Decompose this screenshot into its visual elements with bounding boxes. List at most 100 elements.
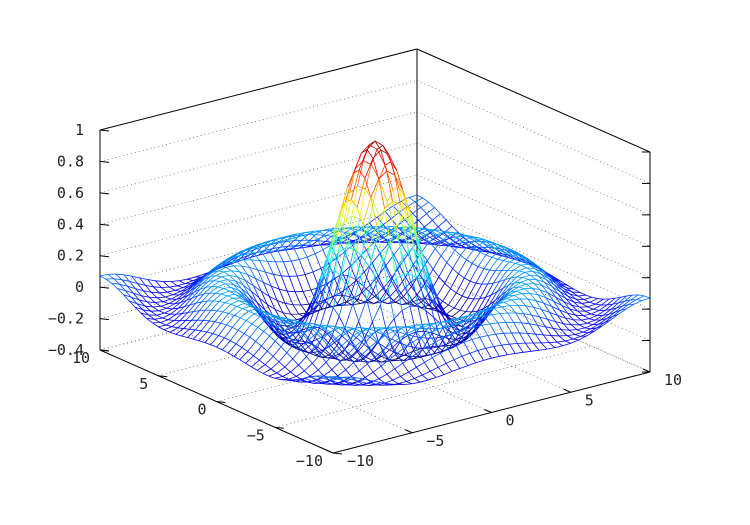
mesh-segment	[308, 242, 316, 254]
mesh-segment	[497, 321, 506, 324]
mesh-segment	[501, 306, 509, 314]
mesh-segment	[466, 259, 473, 264]
mesh-segment	[416, 324, 423, 328]
mesh-segment	[495, 332, 504, 335]
mesh-segment	[512, 281, 521, 289]
mesh-segment	[577, 310, 584, 316]
mesh-segment	[451, 368, 460, 372]
mesh-segment	[237, 276, 246, 281]
mesh-segment	[230, 287, 238, 293]
mesh-segment	[337, 369, 346, 377]
mesh-segment	[193, 301, 202, 312]
mesh-segment	[538, 275, 547, 281]
mesh-segment	[426, 213, 433, 221]
mesh-segment	[380, 230, 389, 235]
mesh-segment	[454, 316, 463, 320]
mesh-segment	[412, 341, 419, 353]
mesh-segment	[285, 331, 292, 334]
mesh-segment	[352, 229, 360, 235]
mesh-segment	[575, 314, 582, 321]
mesh-segment	[224, 327, 233, 339]
mesh-segment	[277, 321, 286, 328]
mesh-segment	[277, 321, 284, 324]
mesh-segment	[193, 288, 201, 293]
mesh-segment	[429, 234, 438, 243]
mesh-segment	[293, 244, 302, 248]
mesh-segment	[151, 291, 158, 299]
mesh-segment	[358, 169, 366, 179]
z-gridline-right	[416, 237, 651, 341]
z-gridline-back	[99, 174, 418, 257]
mesh-segment	[333, 382, 340, 385]
mesh-segment	[166, 324, 173, 328]
mesh-segment	[290, 324, 298, 330]
mesh-segment	[385, 330, 394, 336]
mesh-segment	[139, 299, 148, 303]
mesh-segment	[432, 346, 440, 355]
mesh-segment	[174, 287, 184, 291]
mesh-segment	[262, 244, 271, 248]
mesh-segment	[305, 381, 314, 384]
mesh-segment	[483, 357, 492, 361]
mesh-segment	[360, 276, 367, 300]
mesh-segment	[442, 239, 450, 246]
mesh-segment	[519, 298, 527, 307]
mesh-segment	[331, 378, 338, 382]
mesh-segment	[292, 378, 299, 381]
mesh-segment	[298, 246, 307, 249]
mesh-segment	[277, 248, 286, 251]
mesh-segment	[435, 374, 445, 378]
mesh-segment	[193, 338, 200, 342]
mesh-segment	[365, 327, 374, 330]
mesh-segment	[279, 318, 286, 322]
mesh-segment	[270, 242, 279, 245]
mesh-segment	[475, 359, 484, 364]
mesh-segment	[357, 332, 364, 340]
mesh-segment	[341, 275, 349, 296]
mesh-segment	[388, 230, 395, 235]
mesh-segment	[471, 336, 480, 340]
mesh-segment	[406, 378, 415, 382]
mesh-segment	[539, 289, 549, 294]
mesh-segment	[366, 382, 375, 386]
mesh-segment	[287, 239, 294, 248]
mesh-segment	[567, 295, 575, 303]
mesh-segment	[392, 200, 401, 205]
mesh-segment	[583, 315, 590, 320]
mesh-segment	[481, 269, 491, 285]
mesh-segment	[490, 281, 500, 296]
mesh-segment	[468, 319, 477, 326]
mesh-segment	[405, 238, 415, 250]
mesh-segment	[348, 207, 358, 242]
mesh-segment	[168, 298, 177, 304]
mesh-segment	[242, 308, 249, 312]
mesh-segment	[371, 350, 381, 357]
mesh-segment	[265, 241, 272, 245]
mesh-segment	[503, 255, 512, 261]
mesh-segment	[198, 331, 208, 342]
mesh-segment	[281, 275, 290, 277]
z-tick-label: 0.8	[57, 152, 84, 170]
x-gridline-floor	[337, 288, 571, 393]
mesh-segment	[597, 298, 604, 300]
mesh-segment	[229, 290, 238, 293]
mesh-segment	[300, 322, 310, 331]
mesh-segment	[485, 294, 492, 298]
mesh-segment	[309, 238, 318, 243]
mesh-segment	[309, 376, 318, 381]
mesh-segment	[366, 363, 374, 373]
y-tick-label: 10	[72, 349, 90, 367]
mesh-segment	[183, 297, 193, 308]
mesh-segment	[321, 263, 331, 280]
mesh-segment	[273, 326, 281, 331]
mesh-segment	[489, 322, 498, 325]
mesh-segment	[241, 347, 248, 352]
mesh-segment	[416, 362, 425, 368]
mesh-segment	[277, 326, 284, 333]
mesh-segment	[273, 274, 280, 290]
mesh-segment	[529, 323, 536, 335]
mesh-segment	[504, 287, 513, 296]
mesh-segment	[162, 317, 169, 321]
mesh-segment	[345, 173, 354, 203]
mesh-segment	[316, 238, 324, 250]
